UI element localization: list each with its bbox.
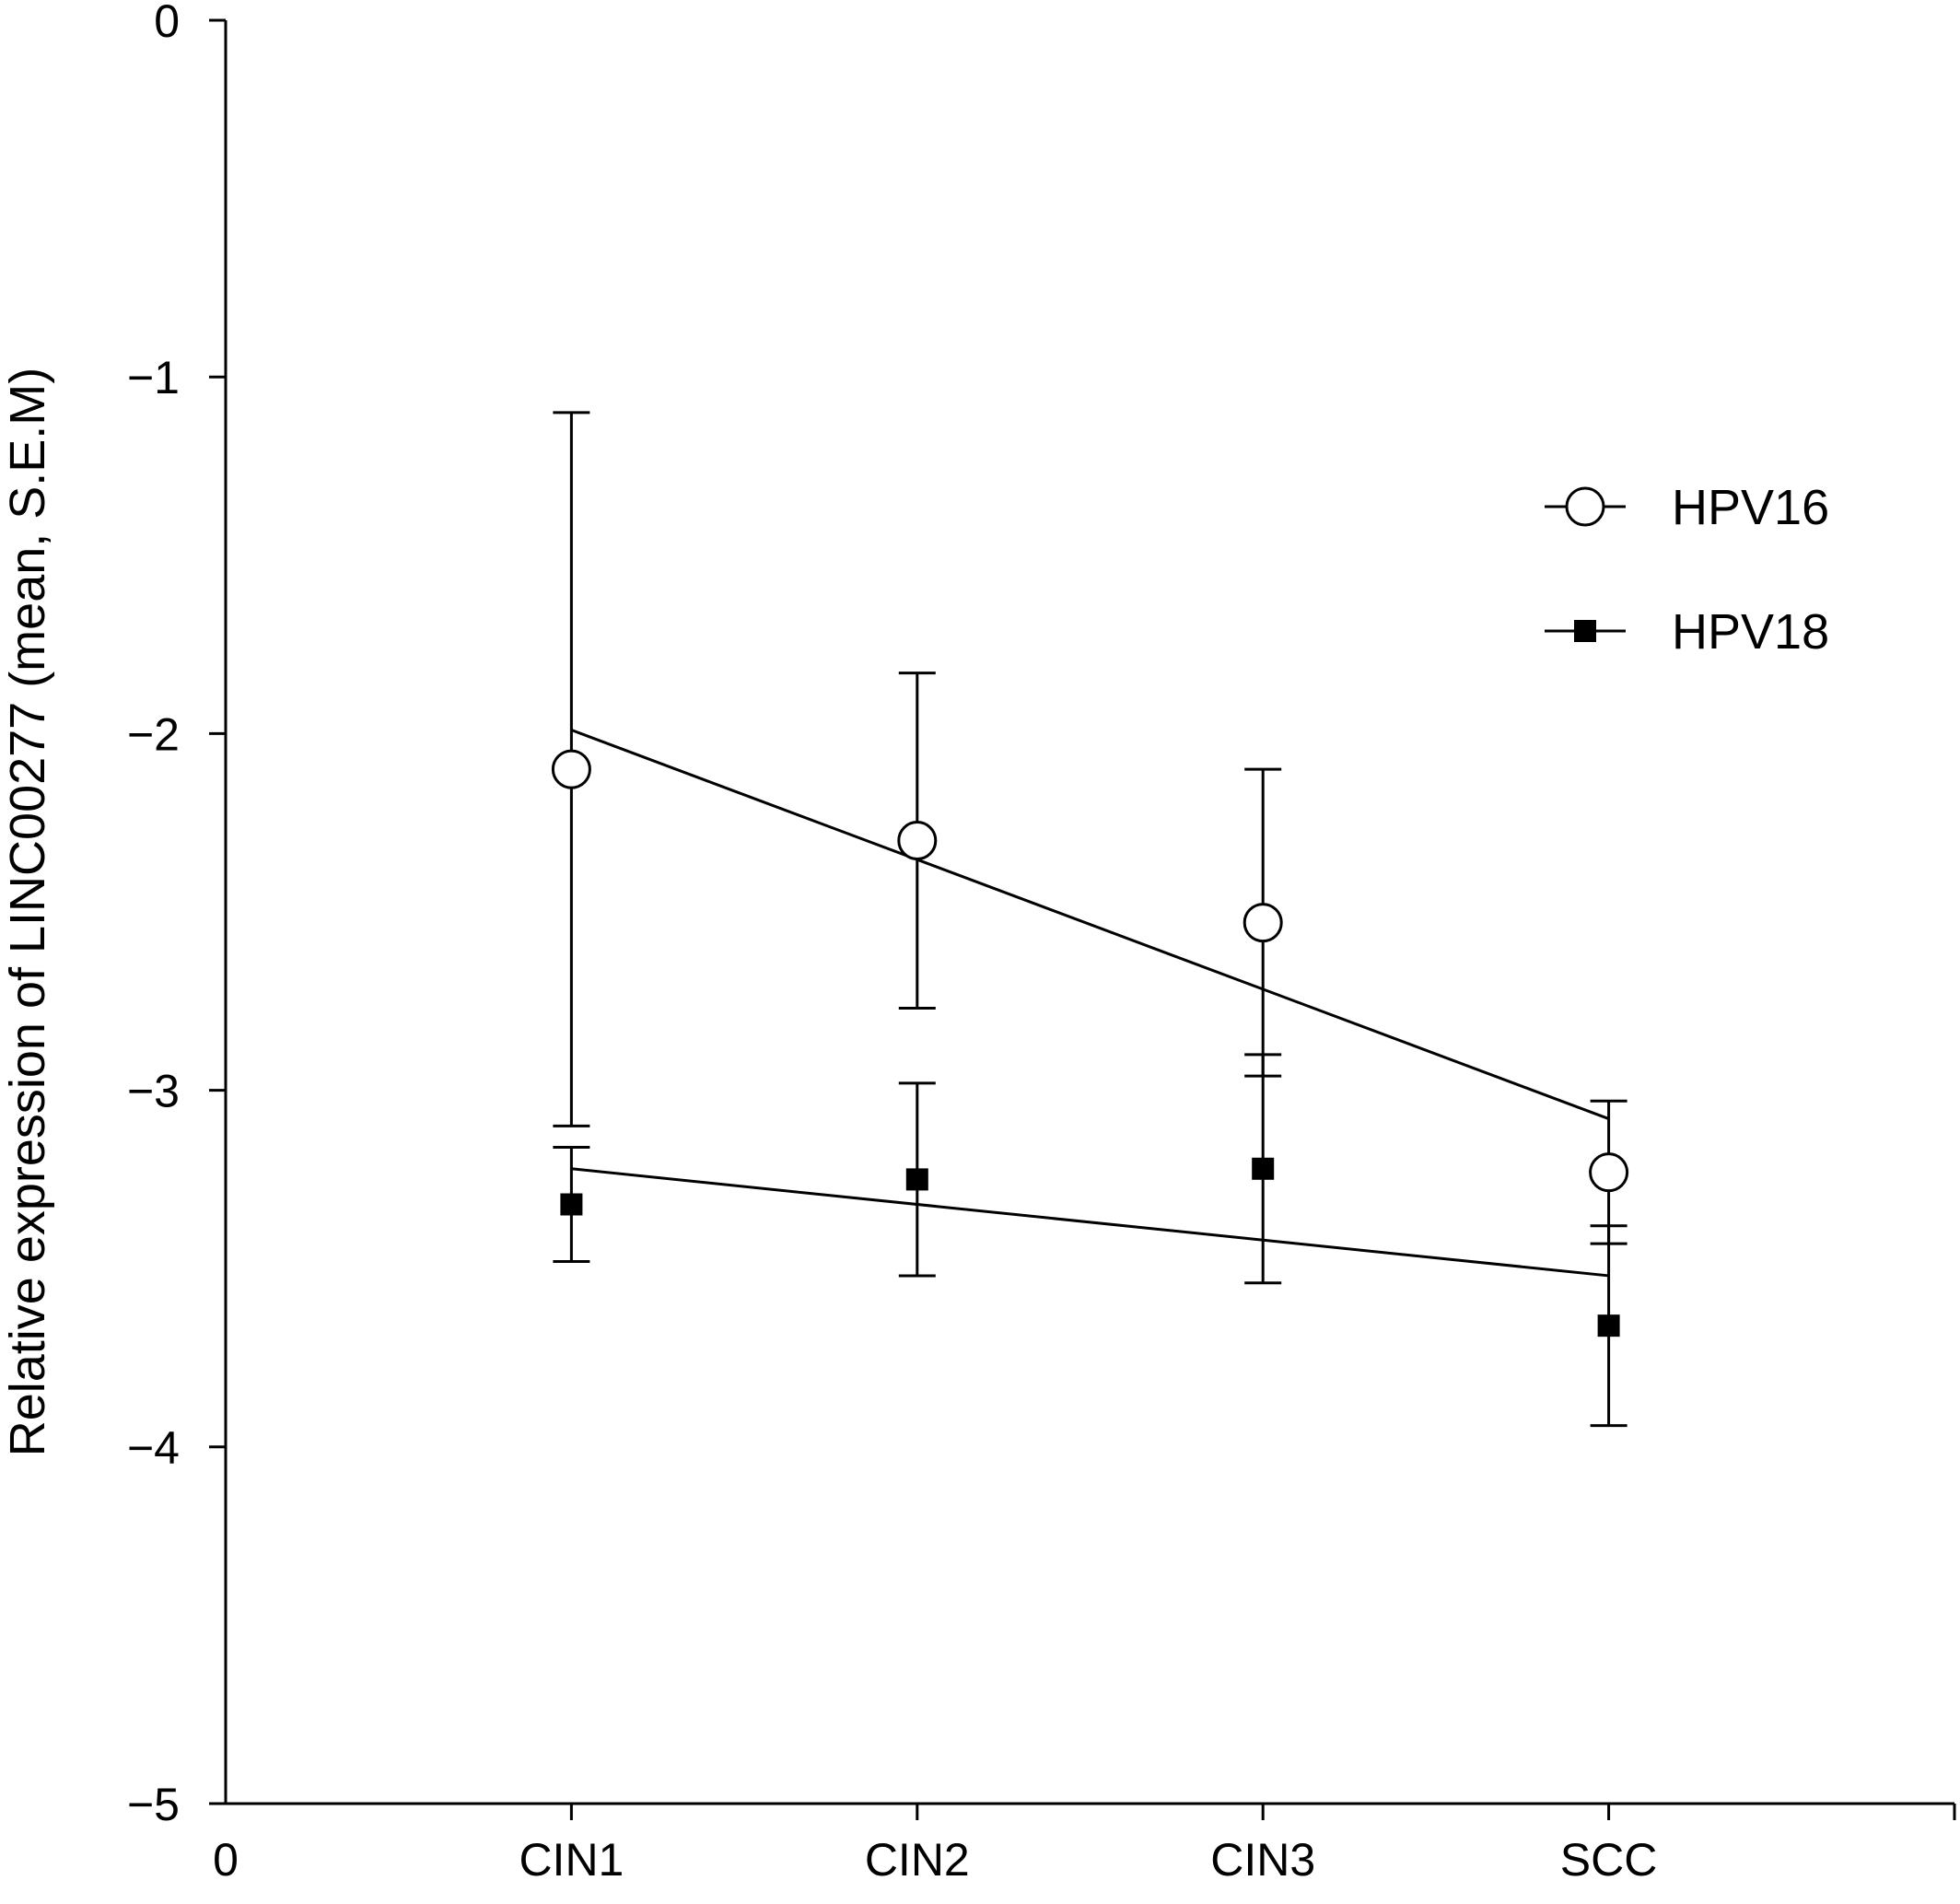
y-ticks: 0 −1 −2 −3 −4 −5 <box>127 0 226 1830</box>
trend-line <box>570 729 1610 1120</box>
legend-marker-hpv16 <box>1565 486 1605 527</box>
data-point <box>1242 903 1283 943</box>
x-tick-label: CIN3 <box>1210 1834 1315 1886</box>
data-point <box>1597 1314 1620 1337</box>
data-point <box>1589 1152 1629 1193</box>
data-point <box>560 1193 583 1216</box>
y-tick-label: −3 <box>127 1066 180 1117</box>
legend-label-hpv16: HPV16 <box>1672 480 1829 535</box>
series-hpv16 <box>551 411 1629 1245</box>
y-tick-label: −1 <box>127 352 180 403</box>
x-tick-label: 0 <box>213 1834 239 1886</box>
legend: HPV16 HPV18 <box>1545 480 1829 660</box>
data-point <box>905 1168 928 1191</box>
plot-area <box>551 411 1629 1428</box>
trend-line <box>571 1167 1609 1278</box>
x-tick-label: CIN1 <box>519 1834 624 1886</box>
axes <box>224 20 1954 1805</box>
data-point <box>1252 1157 1275 1180</box>
y-tick-label: −5 <box>127 1779 180 1830</box>
legend-entry-hpv16: HPV16 <box>1545 480 1829 535</box>
data-point <box>897 821 938 861</box>
legend-entry-hpv18: HPV18 <box>1545 604 1829 660</box>
x-ticks: 0 CIN1 CIN2 CIN3 SCC <box>213 1804 1956 1886</box>
series-hpv18 <box>553 1053 1628 1428</box>
x-tick-label: SCC <box>1560 1834 1658 1886</box>
legend-label-hpv18: HPV18 <box>1672 604 1829 660</box>
legend-marker-hpv18 <box>1574 620 1596 642</box>
y-tick-label: −4 <box>127 1422 180 1474</box>
y-tick-label: 0 <box>154 0 180 47</box>
y-axis-title: Relative expression of LINC00277 (mean, … <box>0 368 55 1457</box>
x-tick-label: CIN2 <box>865 1834 970 1886</box>
data-point <box>551 749 591 789</box>
y-tick-label: −2 <box>127 708 180 760</box>
